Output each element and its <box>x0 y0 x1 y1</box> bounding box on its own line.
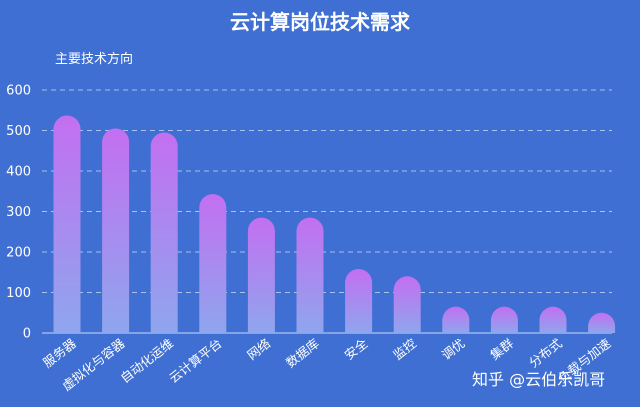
bar-数据库 <box>296 217 324 333</box>
y-tick-0: 0 <box>23 327 31 342</box>
bar-安全 <box>345 269 373 333</box>
bars <box>53 115 616 333</box>
bar-服务器 <box>53 115 81 333</box>
bar-分布式 <box>539 306 567 333</box>
x-tick-监控: 监控 <box>390 335 419 363</box>
y-tick-300: 300 <box>6 205 31 220</box>
bar-虚拟化与容器 <box>102 128 130 333</box>
bar-云计算平台 <box>199 194 227 333</box>
chart-title: 云计算岗位技术需求 <box>230 10 411 34</box>
y-tick-labels: 0 100 200 300 400 500 600 <box>6 84 31 342</box>
y-tick-400: 400 <box>6 165 31 180</box>
x-tick-调优: 调优 <box>439 336 468 363</box>
y-tick-100: 100 <box>6 286 31 301</box>
bar-自动化运维 <box>150 132 178 333</box>
x-tick-数据库: 数据库 <box>283 336 322 371</box>
x-tick-网络: 网络 <box>244 335 273 363</box>
x-tick-安全: 安全 <box>341 335 370 363</box>
y-tick-200: 200 <box>6 246 31 261</box>
x-tick-分布式: 分布式 <box>526 335 565 370</box>
y-axis-label: 主要技术方向 <box>55 51 133 67</box>
bar-网络 <box>247 217 275 333</box>
x-tick-自动化运维: 自动化运维 <box>118 336 176 386</box>
x-tick-云计算平台: 云计算平台 <box>166 336 224 386</box>
watermark: 知乎 @云伯乐凯哥 <box>472 370 605 389</box>
bar-调优 <box>442 306 470 333</box>
bar-负载与加速 <box>588 312 616 333</box>
x-tick-服务器: 服务器 <box>40 335 79 370</box>
x-tick-集群: 集群 <box>487 335 516 363</box>
y-tick-600: 600 <box>6 84 31 99</box>
bar-集群 <box>490 306 518 333</box>
bar-监控 <box>393 276 421 333</box>
y-tick-500: 500 <box>6 124 31 139</box>
